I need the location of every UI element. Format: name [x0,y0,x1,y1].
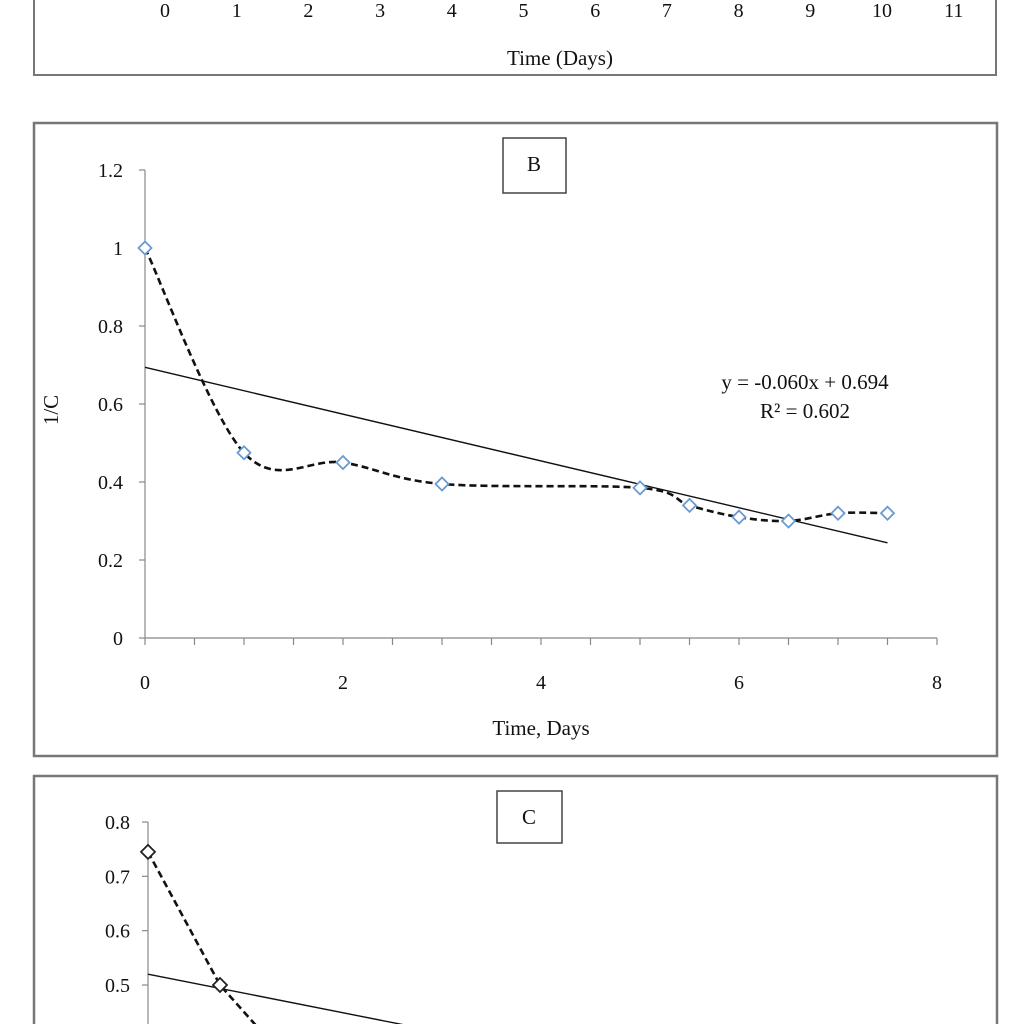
panel-c-label: C [522,805,536,829]
panel-c-y-tick-label: 0.7 [105,866,130,888]
panel-a-x-tick-label: 1 [232,0,242,22]
panel-c-frame [32,774,999,1024]
panel-c-dashed-curve [146,851,257,1024]
panel-c-label-box [496,790,563,844]
panel-b-data-point [236,444,252,461]
panel-a: 0 1 2 3 4 5 6 7 8 9 10 11 Time (Days) [33,0,997,76]
panel-c-points [139,843,229,994]
panel-b-x-tick-label: 4 [536,672,546,694]
panel-b-data-point [780,513,797,529]
panel-a-x-tick-label: 11 [944,0,963,22]
panel-b-y-axis-title: 1/C [39,395,63,425]
panel-b-points [137,240,896,529]
panel-b-data-point [434,476,450,492]
panel-a-x-tick-label: 10 [872,0,892,22]
panel-b-data-point [681,497,698,514]
panel-c-y-tick-label: 0.6 [105,921,130,943]
panel-b-data-point [731,509,747,525]
panel-b-data-point [137,240,153,256]
panel-b-y-tick-label: 1 [113,238,123,260]
panel-a-x-axis-title: Time (Days) [507,46,613,70]
panel-b-y-tick-label: 0.8 [98,316,123,338]
panel-c: C 0.8 0.7 0.6 0.5 [32,774,999,1024]
panel-b-r-squared: R² = 0.602 [760,399,850,423]
panel-b-x-tick-label: 0 [140,672,150,694]
panel-a-x-tick-label: 2 [303,0,313,22]
panel-c-y-tick-label: 0.5 [105,975,130,997]
panel-c-data-point [211,976,229,994]
panel-c-data-point [139,843,157,861]
panel-b-data-point [335,454,351,471]
panel-a-x-tick-label: 9 [805,0,815,22]
panel-b-y-tick-label: 1.2 [98,160,123,182]
panel-b: B 0 0.2 0.4 0.6 0.8 1 1.2 0 2 4 6 8 1/C Time, Days… [32,121,999,758]
panel-b-label-box [502,137,567,194]
panel-a-x-tick-label: 7 [662,0,672,22]
panel-b-x-tick-label: 6 [734,672,744,694]
panel-b-y-tick-label: 0.6 [98,394,123,416]
panel-a-x-tick-label: 4 [447,0,457,22]
panel-b-x-axis-title: Time, Days [492,716,589,740]
panel-c-y-ticks: 0.8 0.7 0.6 0.5 [105,812,148,997]
panel-b-y-tick-label: 0 [113,628,123,650]
panel-a-x-tick-label: 3 [375,0,385,22]
panel-b-label: B [527,152,541,176]
panel-c-y-tick-label: 0.8 [105,812,130,834]
panel-c-trendline [147,973,404,1024]
panel-a-x-tick-label: 8 [734,0,744,22]
panel-b-data-point [632,480,648,496]
panel-b-trendline [144,366,888,544]
panel-b-y-tick-label: 0.4 [98,472,123,494]
panel-a-x-tick-labels: 0 1 2 3 4 5 6 7 8 9 10 11 [160,0,963,22]
panel-b-equation: y = -0.060x + 0.694 [721,370,889,394]
panel-b-y-ticks: 0 0.2 0.4 0.6 0.8 1 1.2 [98,160,145,650]
panel-a-frame [33,0,997,76]
panel-a-x-tick-label: 5 [519,0,529,22]
panel-b-x-tick-label: 2 [338,672,348,694]
panel-b-x-tick-label: 8 [932,672,942,694]
panel-b-data-point [879,505,896,521]
panel-b-data-point [830,505,846,521]
panel-b-x-ticks: 0 2 4 6 8 [140,638,942,694]
panel-b-y-tick-label: 0.2 [98,550,123,572]
panel-a-x-tick-label: 6 [590,0,600,22]
panel-a-x-tick-label: 0 [160,0,170,22]
panel-b-frame [32,121,999,758]
